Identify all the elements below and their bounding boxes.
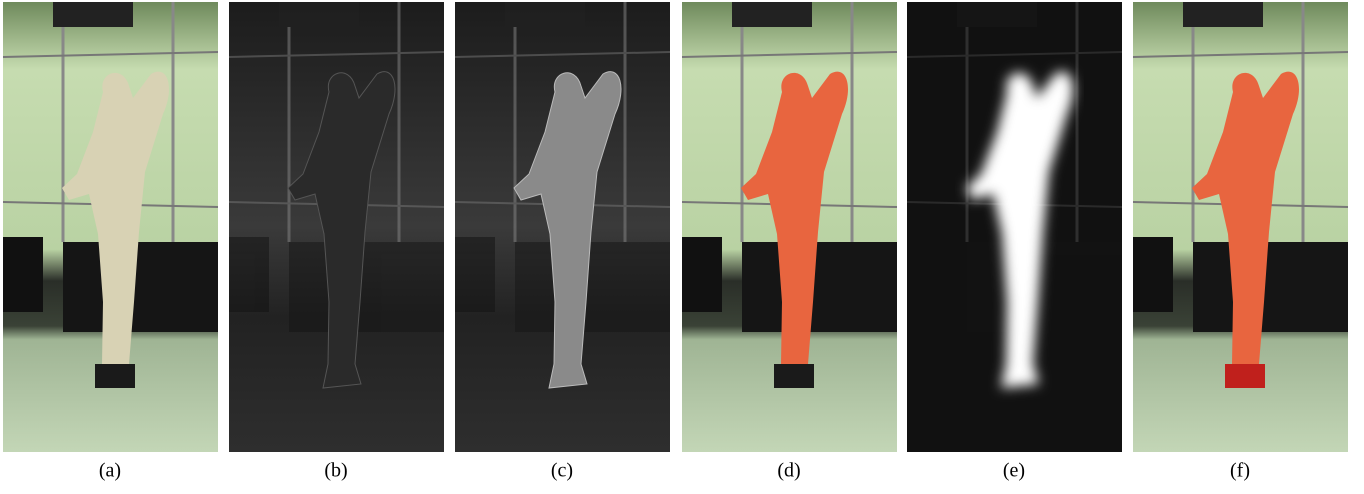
panel-a [1, 0, 220, 452]
caption: (f) [1230, 460, 1250, 482]
panel-f [1131, 0, 1350, 452]
panel-b [227, 0, 446, 452]
caption: (a) [99, 460, 121, 482]
caption: (b) [324, 460, 347, 482]
panel-c [453, 0, 672, 452]
caption: (d) [777, 460, 800, 482]
caption: (e) [1003, 460, 1025, 482]
panel-d [680, 0, 899, 452]
panel-e [905, 0, 1124, 452]
caption: (c) [551, 460, 573, 482]
